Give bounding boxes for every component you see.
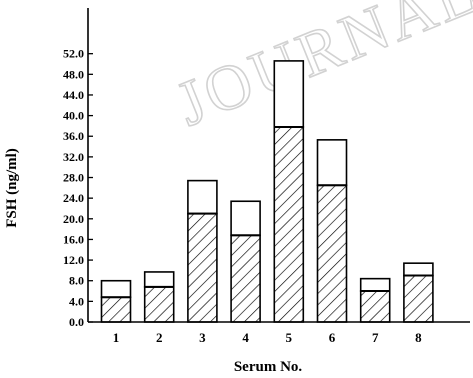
bar-hatched-segment (404, 276, 433, 322)
y-tick-label: 36.0 (63, 129, 84, 143)
bar-open-segment (404, 263, 433, 275)
x-tick-label: 8 (415, 330, 422, 345)
y-tick-label: 16.0 (63, 232, 84, 246)
bar-hatched-segment (361, 291, 390, 322)
bar-open-segment (274, 61, 303, 127)
y-tick-label: 4.0 (69, 294, 84, 308)
x-tick-label: 7 (372, 330, 379, 345)
x-axis-title: Serum No. (234, 359, 303, 375)
y-tick-label: 48.0 (63, 67, 84, 81)
y-tick-label: 8.0 (69, 274, 84, 288)
bar-open-segment (102, 281, 131, 298)
y-tick-label: 52.0 (63, 47, 84, 61)
y-axis-title: FSH (ng/ml) (4, 148, 20, 228)
y-tick-label: 44.0 (63, 88, 84, 102)
x-tick-label: 4 (242, 330, 249, 345)
bar-open-segment (231, 201, 260, 235)
x-tick-label: 1 (113, 330, 120, 345)
y-tick-label: 24.0 (63, 191, 84, 205)
bar-open-segment (318, 140, 347, 185)
y-tick-label: 20.0 (63, 212, 84, 226)
x-tick-label: 3 (199, 330, 206, 345)
x-tick-label: 6 (329, 330, 336, 345)
bar-hatched-segment (318, 185, 347, 322)
y-tick-label: 28.0 (63, 171, 84, 185)
bar-hatched-segment (145, 287, 174, 322)
bar-hatched-segment (102, 297, 131, 322)
x-tick-label: 5 (286, 330, 293, 345)
y-tick-label: 40.0 (63, 109, 84, 123)
bar-open-segment (361, 279, 390, 291)
y-tick-label: 0.0 (69, 315, 84, 329)
x-tick-label: 2 (156, 330, 163, 345)
bar-open-segment (188, 181, 217, 214)
bar-hatched-segment (274, 127, 303, 322)
bar-open-segment (145, 272, 174, 287)
bar-hatched-segment (231, 235, 260, 322)
y-tick-label: 32.0 (63, 150, 84, 164)
x-axis-tick-labels: 1 2 3 4 5 6 7 8 (113, 330, 422, 345)
y-tick-label: 12.0 (63, 253, 84, 267)
bar-hatched-segment (188, 214, 217, 322)
watermark-text: JOURNAL (167, 0, 473, 140)
